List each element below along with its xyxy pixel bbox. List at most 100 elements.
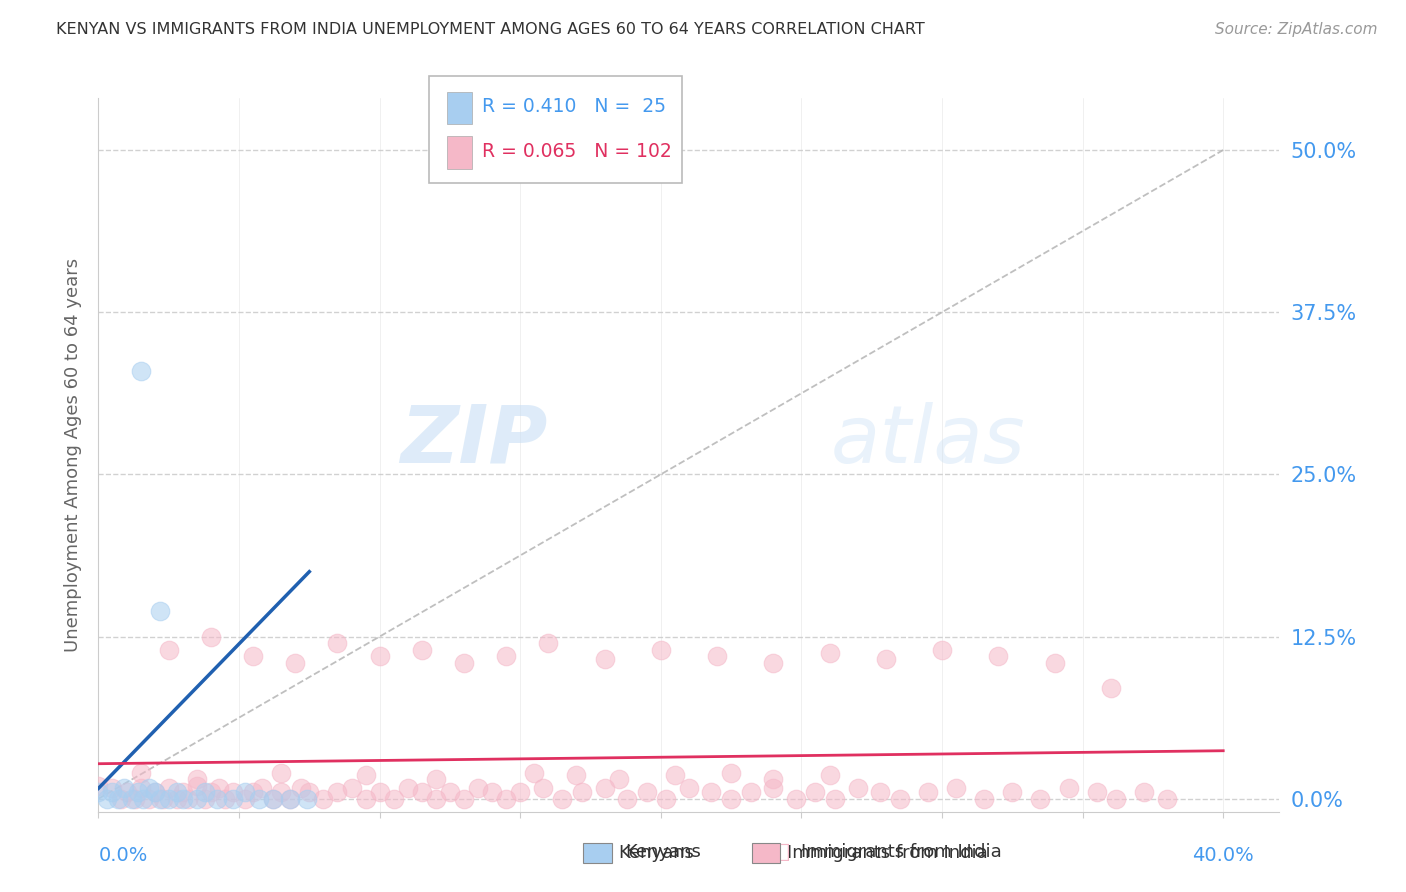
Point — [242, 648, 264, 663]
Point — [87, 779, 110, 793]
Point — [132, 791, 155, 805]
Point — [270, 785, 292, 799]
Point — [222, 785, 245, 799]
Point — [1099, 681, 1122, 696]
Point — [270, 765, 292, 780]
Point — [1029, 791, 1052, 805]
Point — [531, 781, 554, 796]
Point — [96, 791, 118, 805]
Point — [571, 785, 593, 799]
Point — [537, 636, 560, 650]
Text: Immigrants from India: Immigrants from India — [801, 843, 1002, 861]
Text: R = 0.065   N = 102: R = 0.065 N = 102 — [482, 143, 672, 161]
Point — [200, 785, 222, 799]
Point — [166, 791, 188, 805]
Point — [700, 785, 723, 799]
Point — [87, 785, 110, 799]
Point — [326, 785, 349, 799]
Point — [208, 781, 231, 796]
Point — [636, 785, 658, 799]
Point — [222, 791, 245, 805]
Point — [818, 647, 841, 661]
Point — [278, 791, 301, 805]
Point — [481, 785, 503, 799]
Point — [509, 785, 531, 799]
Point — [565, 768, 588, 782]
Point — [616, 791, 638, 805]
Point — [382, 791, 405, 805]
Point — [340, 781, 363, 796]
Point — [166, 785, 188, 799]
Point — [931, 642, 953, 657]
Point — [1001, 785, 1024, 799]
Point — [194, 785, 217, 799]
Text: ZIP: ZIP — [399, 401, 547, 480]
Point — [523, 765, 546, 780]
Text: Kenyans: Kenyans — [619, 844, 695, 862]
Point — [194, 791, 217, 805]
Y-axis label: Unemployment Among Ages 60 to 64 years: Unemployment Among Ages 60 to 64 years — [65, 258, 83, 652]
Point — [152, 791, 174, 805]
Point — [172, 791, 194, 805]
Point — [804, 785, 827, 799]
Point — [354, 768, 377, 782]
Point — [762, 656, 785, 670]
Point — [593, 781, 616, 796]
Point — [284, 656, 307, 670]
Point — [917, 785, 939, 799]
Point — [129, 781, 152, 796]
Point — [298, 785, 321, 799]
Point — [1105, 791, 1128, 805]
Point — [875, 651, 897, 665]
Point — [290, 781, 312, 796]
Point — [762, 781, 785, 796]
Text: R = 0.410   N =  25: R = 0.410 N = 25 — [482, 97, 666, 116]
Point — [107, 791, 129, 805]
Point — [678, 781, 700, 796]
Point — [177, 791, 200, 805]
Point — [129, 765, 152, 780]
Point — [172, 785, 194, 799]
Point — [157, 791, 180, 805]
Text: KENYAN VS IMMIGRANTS FROM INDIA UNEMPLOYMENT AMONG AGES 60 TO 64 YEARS CORRELATI: KENYAN VS IMMIGRANTS FROM INDIA UNEMPLOY… — [56, 22, 925, 37]
Point — [1085, 785, 1108, 799]
Point — [1057, 781, 1080, 796]
Point — [295, 791, 318, 805]
Point — [869, 785, 891, 799]
Point — [115, 785, 138, 799]
Point — [214, 791, 236, 805]
Point — [143, 785, 166, 799]
Point — [138, 791, 160, 805]
Point — [149, 604, 172, 618]
Point — [762, 772, 785, 787]
Point — [439, 785, 461, 799]
Point — [987, 648, 1010, 663]
Point — [551, 791, 574, 805]
Point — [354, 791, 377, 805]
Point — [233, 785, 256, 799]
Point — [846, 781, 869, 796]
Point — [425, 772, 447, 787]
Point — [973, 791, 995, 805]
Point — [411, 642, 433, 657]
Point — [945, 781, 967, 796]
Point — [706, 648, 728, 663]
Text: 0.0%: 0.0% — [98, 846, 148, 864]
Point — [495, 791, 517, 805]
Point — [650, 642, 672, 657]
Point — [785, 791, 807, 805]
Point — [205, 791, 228, 805]
Point — [157, 781, 180, 796]
Point — [368, 785, 391, 799]
Point — [593, 651, 616, 665]
Point — [1156, 791, 1178, 805]
Point — [607, 772, 630, 787]
Point — [411, 785, 433, 799]
Point — [186, 772, 208, 787]
Point — [186, 791, 208, 805]
Text: Kenyans: Kenyans — [626, 843, 702, 861]
Text: Immigrants from India: Immigrants from India — [787, 844, 988, 862]
Text: atlas: atlas — [831, 401, 1025, 480]
Point — [138, 781, 160, 796]
Point — [149, 791, 172, 805]
